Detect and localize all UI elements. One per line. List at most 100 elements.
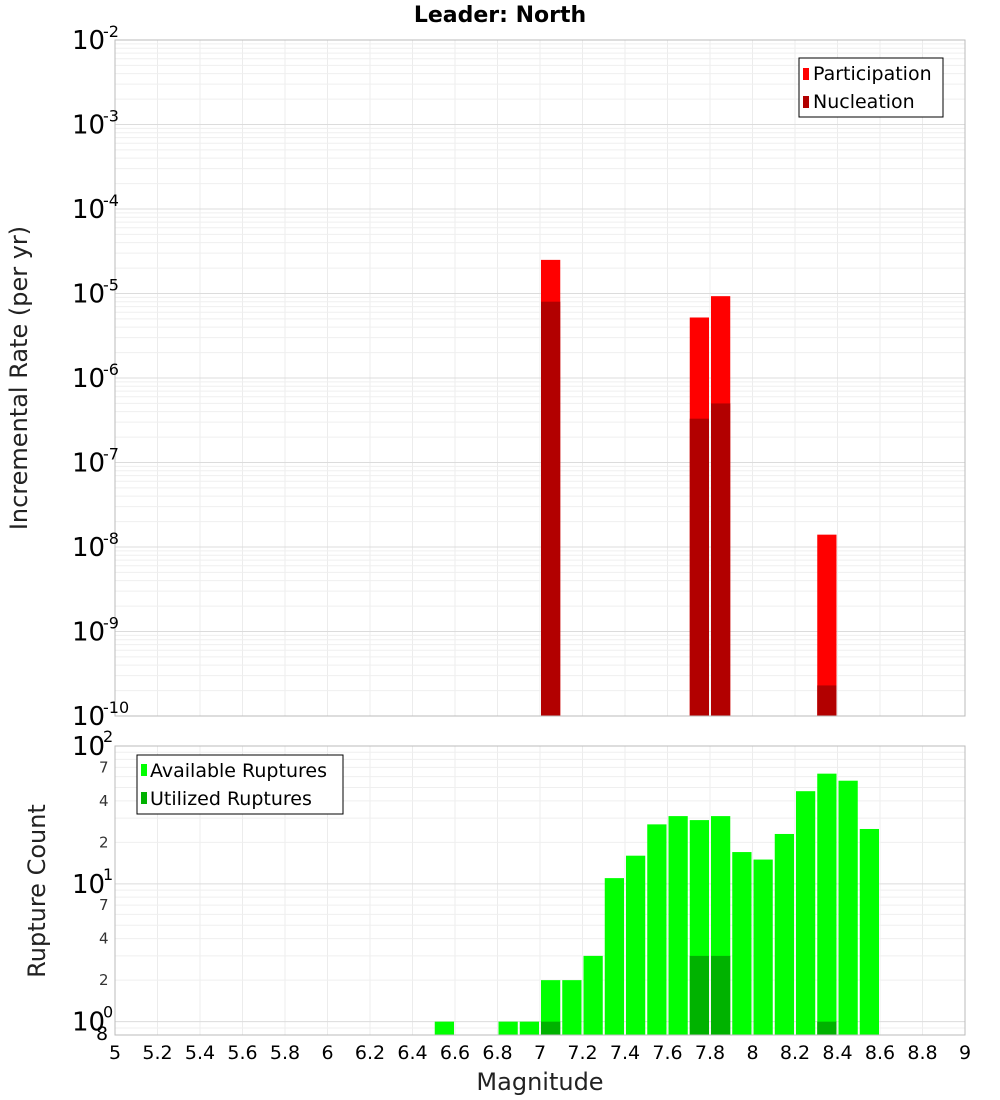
available-ruptures-bar [774, 833, 794, 1035]
bottom-y-minor-tick-label: 7 [99, 896, 109, 914]
available-ruptures-bar [562, 980, 582, 1035]
top-y-tick-base: 10 [72, 533, 105, 563]
available-ruptures-bar [859, 828, 879, 1035]
available-ruptures-bar [796, 791, 816, 1035]
utilized-legend-swatch [141, 792, 147, 804]
bottom-y-tick-base: 10 [72, 870, 105, 900]
bottom-y-minor-tick-label: 4 [99, 930, 109, 948]
utilized-ruptures-bar [711, 955, 731, 1035]
top-y-tick-exponent: -6 [103, 360, 119, 379]
top-y-tick-exponent: -5 [103, 276, 119, 295]
utilized-ruptures-bar [541, 1021, 561, 1035]
top-y-tick-exponent: -8 [103, 529, 119, 548]
top-y-tick-exponent: -2 [103, 22, 119, 41]
top-y-tick-exponent: -3 [103, 107, 119, 126]
x-tick-label: 7.6 [652, 1042, 682, 1064]
top-y-tick-base: 10 [72, 449, 105, 479]
top-plot-frame [114, 39, 966, 717]
bottom-plot-frame [114, 745, 966, 1036]
x-tick-label: 8.2 [780, 1042, 810, 1064]
bottom-y-minor-tick-label: 4 [99, 792, 109, 810]
available-ruptures-bar [817, 773, 837, 1035]
x-tick-label: 8 [746, 1042, 758, 1064]
x-tick-label: 5.4 [185, 1042, 215, 1064]
top-y-tick-base: 10 [72, 280, 105, 310]
bottom-legend-box [136, 754, 344, 815]
top-y-tick-base: 10 [72, 26, 105, 56]
available-ruptures-bar [838, 780, 858, 1035]
top-y-tick-exponent: -4 [103, 191, 119, 210]
bottom-y-minor-tick-label: 2 [99, 833, 109, 851]
top-gridlines [115, 40, 966, 717]
x-tick-label: 7 [534, 1042, 546, 1064]
x-tick-label: 8.6 [865, 1042, 895, 1064]
top-y-tick-base: 10 [72, 364, 105, 394]
x-tick-label: 6.6 [440, 1042, 470, 1064]
x-tick-label: 5 [109, 1042, 121, 1064]
utilized-ruptures-bar [689, 955, 709, 1035]
bottom-bars [434, 773, 879, 1035]
x-tick-label: 5.6 [227, 1042, 257, 1064]
bottom-y-axis-label: Rupture Count [23, 804, 51, 978]
bottom-y-tick-exponent: 1 [103, 865, 113, 884]
utilized-legend-label: Utilized Ruptures [150, 788, 312, 810]
x-tick-label: 6 [321, 1042, 333, 1064]
nucleation-legend-swatch [803, 96, 809, 108]
top-y-tick-exponent: -10 [103, 698, 129, 717]
chart-title: Leader: North [414, 3, 586, 28]
x-tick-label: 6.8 [482, 1042, 512, 1064]
available-ruptures-bar [541, 980, 561, 1035]
top-y-tick-base: 10 [72, 618, 105, 648]
top-y-axis-label: Incremental Rate (per yr) [5, 226, 33, 530]
x-tick-label: 8.4 [822, 1042, 852, 1064]
x-axis-label: Magnitude [476, 1068, 603, 1096]
x-tick-labels: 5 5.2 5.4 5.6 5.8 6 6.2 6.4 6.6 6.8 7 7.2 7.4 7.6 7.8 8… [109, 1042, 971, 1064]
available-ruptures-bar [732, 852, 752, 1035]
bottom-y-tick-base: 10 [72, 732, 105, 762]
nucleation-bar [817, 685, 837, 716]
available-ruptures-bar [668, 816, 688, 1035]
nucleation-bar [541, 301, 561, 716]
x-tick-label: 5.8 [270, 1042, 300, 1064]
x-tick-label: 6.2 [355, 1042, 385, 1064]
x-tick-label: 9 [959, 1042, 971, 1064]
available-ruptures-bar [498, 1021, 518, 1035]
bottom-y-tick-exponent: 2 [103, 727, 113, 746]
x-tick-label: 7.8 [695, 1042, 725, 1064]
available-ruptures-bar [519, 1021, 539, 1035]
available-ruptures-bar [604, 878, 624, 1035]
available-ruptures-bar [647, 824, 667, 1035]
top-bars [541, 259, 837, 716]
nucleation-legend-label: Nucleation [813, 91, 915, 113]
top-y-tick-exponent: -7 [103, 445, 119, 464]
x-tick-label: 8.8 [907, 1042, 937, 1064]
nucleation-bar [689, 418, 709, 716]
top-y-tick-base: 10 [72, 195, 105, 225]
participation-bar [817, 534, 837, 716]
available-ruptures-bar [626, 855, 646, 1035]
bottom-legend: Available Ruptures Utilized Ruptures [136, 754, 344, 815]
bottom-y-tick-exponent: 0 [103, 1003, 113, 1022]
participation-legend-label: Participation [813, 63, 932, 85]
available-ruptures-bar [583, 955, 603, 1035]
top-y-tick-exponent: -9 [103, 614, 119, 633]
x-tick-label: 5.2 [142, 1042, 172, 1064]
available-ruptures-bar [434, 1021, 454, 1035]
bottom-y-minor-tick-label: 8 [96, 1023, 108, 1045]
participation-legend-swatch [803, 68, 809, 80]
top-y-tick-base: 10 [72, 702, 105, 732]
bottom-y-minor-tick-label: 7 [99, 758, 109, 776]
utilized-ruptures-bar [817, 1021, 837, 1035]
bottom-y-minor-tick-label: 2 [99, 971, 109, 989]
top-y-tick-base: 10 [72, 111, 105, 141]
top-legend-box [798, 57, 944, 118]
x-tick-label: 7.4 [610, 1042, 640, 1064]
x-tick-label: 6.4 [397, 1042, 427, 1064]
bottom-y-tick-base: 10 [72, 1008, 105, 1038]
available-legend-swatch [141, 764, 147, 776]
nucleation-bar [711, 403, 731, 716]
x-tick-label: 7.2 [567, 1042, 597, 1064]
